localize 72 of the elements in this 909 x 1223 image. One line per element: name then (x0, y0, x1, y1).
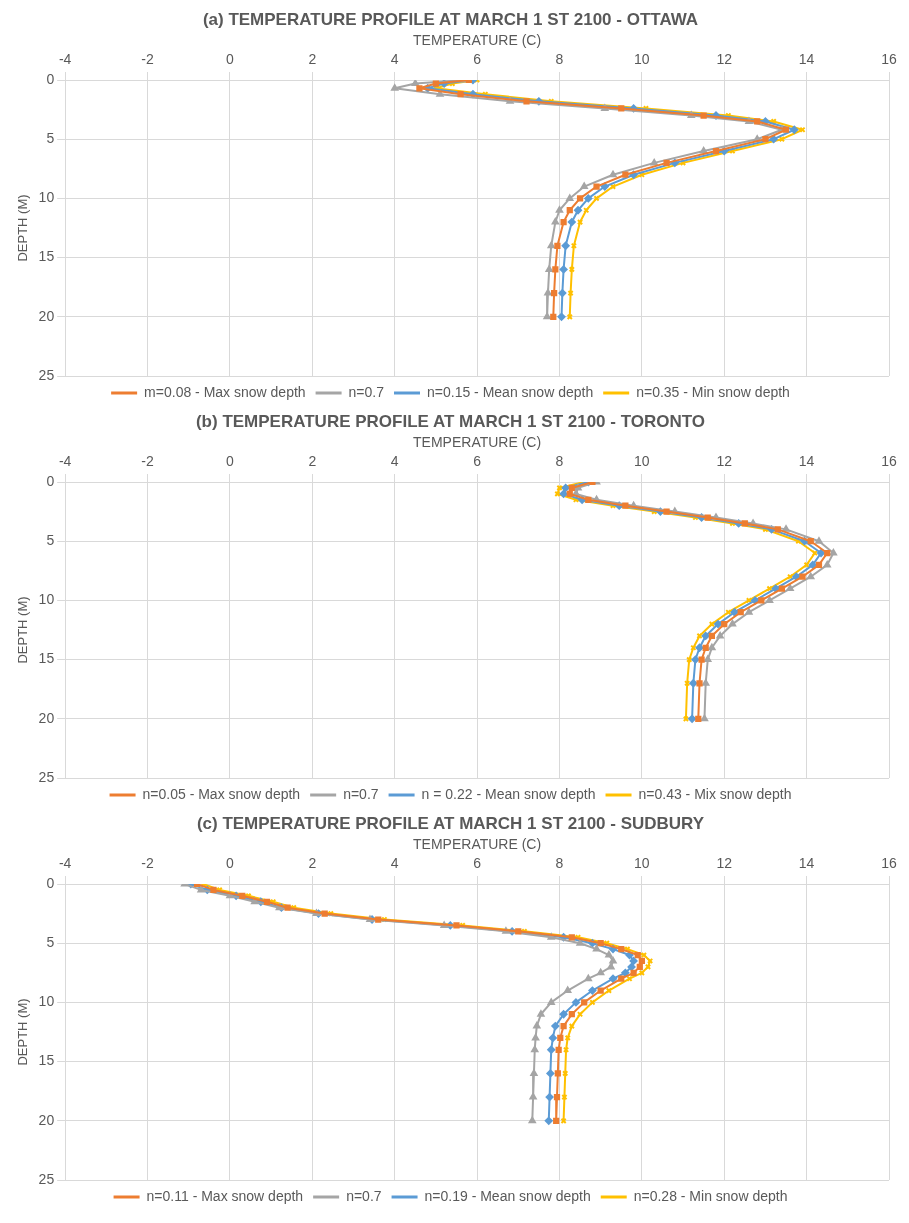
x-tick-label: 4 (390, 453, 399, 470)
x-tick-label: -2 (141, 855, 154, 872)
y-axis-title: DEPTH (M) (15, 596, 31, 664)
y-tick-label: 20 (38, 1111, 55, 1128)
y-tick-label: 15 (38, 248, 55, 265)
legend-label: n=0.7 (346, 1187, 382, 1204)
y-tick-label: 20 (38, 307, 55, 324)
x-tick-label: 16 (881, 51, 897, 68)
legend-label: n=0.7 (348, 383, 385, 400)
x-tick-label: 8 (555, 855, 564, 872)
chart-title: (a) TEMPERATURE PROFILE AT MARCH 1 ST 2100 - OTTAWA (202, 9, 699, 29)
x-axis-title: TEMPERATURE (C) (413, 433, 542, 450)
legend-label: n=0.7 (343, 785, 379, 802)
x-tick-label: 4 (390, 51, 399, 68)
y-tick-label: 15 (38, 650, 55, 667)
y-tick-label: 5 (46, 934, 55, 951)
chart-title: (c) TEMPERATURE PROFILE AT MARCH 1 ST 2100 - SUDBURY (196, 813, 705, 833)
x-tick-label: 16 (881, 453, 897, 470)
x-tick-label: 0 (226, 453, 235, 470)
y-tick-label: 0 (46, 70, 55, 87)
x-tick-label: 12 (716, 51, 733, 68)
legend-label: n=0.19 - Mean snow depth (424, 1187, 591, 1204)
x-tick-label: -4 (58, 453, 72, 470)
y-tick-label: 10 (38, 591, 55, 608)
x-tick-label: 4 (390, 855, 399, 872)
legend-label: n=0.43 - Mix snow depth (638, 785, 792, 802)
legend-label: n=0.05 - Max snow depth (142, 785, 301, 802)
chart-title: (b) TEMPERATURE PROFILE AT MARCH 1 ST 2100 - TORONTO (195, 411, 706, 431)
y-tick-label: 10 (38, 189, 55, 206)
y-tick-label: 0 (46, 472, 55, 489)
x-tick-label: 12 (716, 453, 733, 470)
y-tick-label: 10 (38, 993, 55, 1010)
x-tick-label: 0 (226, 855, 235, 872)
y-tick-label: 25 (38, 366, 55, 383)
legend-label: m=0.08 - Max snow depth (144, 383, 306, 400)
y-tick-label: 5 (46, 130, 55, 147)
x-tick-label: 2 (308, 51, 317, 68)
x-tick-label: -4 (58, 51, 72, 68)
x-tick-label: 16 (881, 855, 897, 872)
legend-label: n = 0.22 - Mean snow depth (421, 785, 596, 802)
y-tick-label: 25 (38, 1170, 55, 1187)
legend-label: n=0.28 - Min snow depth (633, 1187, 788, 1204)
x-tick-label: 2 (308, 855, 317, 872)
y-tick-label: 20 (38, 709, 55, 726)
x-tick-label: 14 (798, 51, 815, 68)
y-axis-title: DEPTH (M) (15, 194, 31, 262)
x-axis-title: TEMPERATURE (C) (413, 31, 542, 48)
x-tick-label: 6 (473, 453, 482, 470)
legend-label: n=0.11 - Max snow depth (146, 1187, 304, 1204)
x-tick-label: 12 (716, 855, 733, 872)
y-tick-label: 15 (38, 1052, 55, 1069)
x-tick-label: -2 (141, 453, 154, 470)
x-tick-label: 8 (555, 453, 564, 470)
x-tick-label: -2 (141, 51, 154, 68)
x-axis-title: TEMPERATURE (C) (413, 835, 542, 852)
x-tick-label: 8 (555, 51, 564, 68)
x-tick-label: -4 (58, 855, 72, 872)
y-axis-title: DEPTH (M) (15, 998, 31, 1066)
x-tick-label: 10 (634, 51, 650, 68)
y-tick-label: 0 (46, 874, 55, 891)
x-tick-label: 6 (473, 51, 482, 68)
x-tick-label: 14 (798, 453, 815, 470)
x-tick-label: 10 (634, 453, 650, 470)
y-tick-label: 25 (38, 768, 55, 785)
x-tick-label: 2 (308, 453, 317, 470)
x-tick-label: 14 (798, 855, 815, 872)
x-tick-label: 0 (226, 51, 235, 68)
x-tick-label: 10 (634, 855, 650, 872)
legend-label: n=0.35 - Min snow depth (636, 383, 790, 400)
legend-label: n=0.15 - Mean snow depth (427, 383, 594, 400)
x-tick-label: 6 (473, 855, 482, 872)
y-tick-label: 5 (46, 532, 55, 549)
